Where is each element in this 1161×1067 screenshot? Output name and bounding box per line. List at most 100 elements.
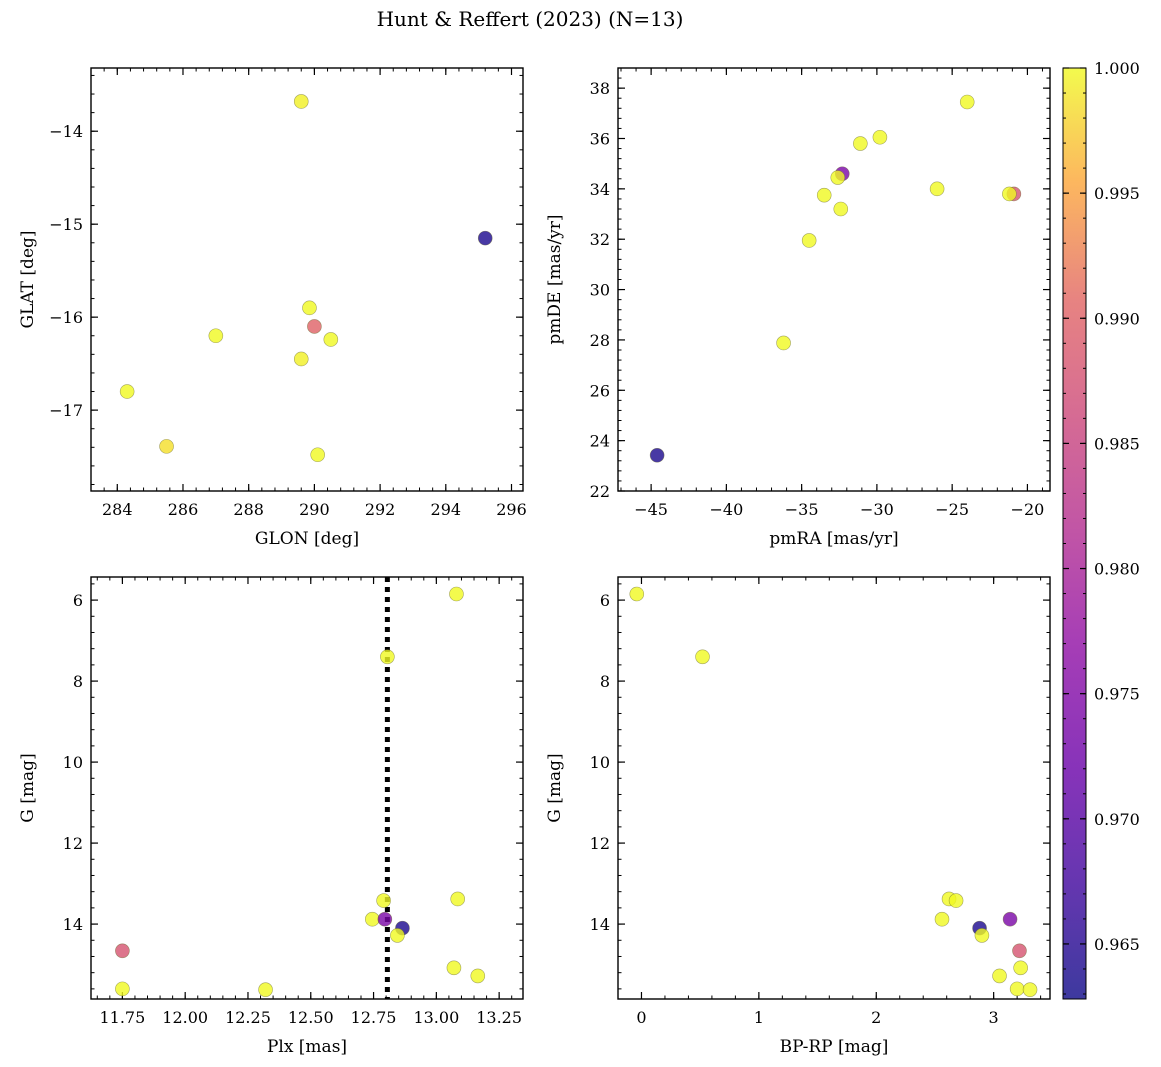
scatter-point bbox=[307, 319, 322, 334]
scatter-point bbox=[801, 233, 817, 248]
scatter-point bbox=[470, 968, 486, 984]
axes-frame bbox=[617, 67, 1051, 492]
scatter-point bbox=[293, 351, 309, 367]
colorbar-tick-label: 0.980 bbox=[1094, 560, 1140, 579]
y-tick-label: 22 bbox=[590, 482, 610, 501]
x-tick-label: 292 bbox=[365, 500, 396, 519]
x-tick-label: 284 bbox=[102, 500, 133, 519]
colorbar-tick-label: 0.970 bbox=[1094, 810, 1140, 829]
scatter-point bbox=[302, 300, 317, 316]
scatter-point bbox=[1009, 981, 1025, 997]
scatter-point bbox=[1012, 943, 1027, 959]
x-tick-label: 296 bbox=[496, 500, 527, 519]
x-tick-label: 286 bbox=[168, 500, 199, 519]
y-axis-label: G [mag] bbox=[18, 753, 38, 822]
x-tick-label: 3 bbox=[989, 1008, 999, 1027]
colorbar: 0.965 0.970 0.975 0.980 0.985 0.990 0.995 1.000 bbox=[1062, 59, 1140, 1000]
x-tick-label: 294 bbox=[431, 500, 462, 519]
colorbar-tick-label: 0.975 bbox=[1094, 685, 1140, 704]
x-tick-label: 0 bbox=[636, 1008, 646, 1027]
scatter-point bbox=[446, 960, 462, 976]
x-tick-label: 290 bbox=[299, 500, 330, 519]
axes-frame bbox=[90, 67, 524, 492]
scatter-point bbox=[159, 439, 174, 454]
colorbar-tick-label: 0.990 bbox=[1094, 309, 1140, 328]
figure-title: Hunt & Reffert (2023) (N=13) bbox=[377, 7, 684, 31]
x-tick-label: 13.25 bbox=[476, 1008, 522, 1027]
panel-pmra-pmde: −45 −40 −35 −30 −25 −20 22 24 26 28 30 32 34 36 38 pmRA… bbox=[545, 67, 1051, 549]
y-tick-label: −17 bbox=[49, 401, 83, 420]
scatter-point bbox=[477, 230, 493, 246]
x-tick-label: −20 bbox=[1011, 500, 1045, 519]
y-tick-label: 6 bbox=[600, 591, 610, 610]
scatter-point bbox=[1002, 911, 1018, 927]
scatter-point bbox=[293, 94, 309, 109]
scatter-point bbox=[629, 586, 645, 602]
scatter-point bbox=[115, 943, 130, 959]
scatter-point bbox=[1013, 960, 1028, 976]
axes-frame bbox=[90, 576, 524, 1000]
x-tick-label: −25 bbox=[935, 500, 969, 519]
y-axis-label: GLAT [deg] bbox=[18, 230, 38, 328]
y-tick-label: 36 bbox=[590, 130, 610, 149]
scatter-point bbox=[323, 332, 339, 347]
colorbar-tick-label: 1.000 bbox=[1094, 59, 1140, 78]
y-tick-label: 32 bbox=[590, 230, 610, 249]
scatter-point bbox=[119, 384, 135, 399]
y-tick-label: 8 bbox=[600, 672, 610, 691]
scatter-point bbox=[258, 982, 273, 997]
scatter-point bbox=[449, 586, 464, 602]
scatter-point bbox=[992, 968, 1007, 984]
scatter-point bbox=[1002, 186, 1017, 202]
y-tick-label: 6 bbox=[73, 591, 83, 610]
x-tick-label: −45 bbox=[634, 500, 668, 519]
panel-plx-g: 11.75 12.00 12.25 12.50 12.75 13.00 13.25 6 8 10 1… bbox=[18, 576, 524, 1057]
axes-frame bbox=[617, 576, 1051, 1000]
y-tick-label: 8 bbox=[73, 672, 83, 691]
scatter-point bbox=[948, 893, 964, 908]
colorbar-gradient bbox=[1062, 67, 1087, 1000]
x-axis-label: BP-RP [mag] bbox=[780, 1037, 889, 1057]
colorbar-tick-label: 0.965 bbox=[1094, 935, 1140, 954]
y-axis-label: pmDE [mas/yr] bbox=[545, 214, 565, 344]
x-tick-label: 12.00 bbox=[162, 1008, 208, 1027]
scatter-point bbox=[974, 928, 990, 943]
y-tick-label: 38 bbox=[590, 79, 610, 98]
scatter-point bbox=[830, 170, 846, 185]
y-tick-label: −16 bbox=[49, 308, 83, 327]
panel-glon-glat: 284 286 288 290 292 294 296 −17 −16 −15 −14 GLON [d… bbox=[18, 67, 527, 549]
scatter-point bbox=[390, 928, 405, 943]
y-tick-label: 14 bbox=[63, 915, 83, 934]
x-axis-label: GLON [deg] bbox=[255, 529, 359, 549]
x-tick-label: 288 bbox=[233, 500, 264, 519]
y-tick-label: 24 bbox=[590, 432, 610, 451]
y-tick-label: 10 bbox=[590, 753, 610, 772]
colorbar-tick-label: 0.995 bbox=[1094, 184, 1140, 203]
y-tick-label: −15 bbox=[49, 215, 83, 234]
scatter-point bbox=[380, 649, 395, 665]
y-tick-label: 14 bbox=[590, 915, 610, 934]
y-tick-label: 34 bbox=[590, 180, 610, 199]
scatter-point bbox=[872, 129, 888, 145]
scatter-point bbox=[833, 201, 849, 217]
x-tick-label: 1 bbox=[754, 1008, 764, 1027]
scatter-point bbox=[959, 94, 975, 110]
scatter-point bbox=[376, 893, 391, 908]
scatter-point bbox=[365, 911, 380, 927]
x-tick-label: 12.75 bbox=[351, 1008, 397, 1027]
y-tick-label: 10 bbox=[63, 753, 83, 772]
scatter-point bbox=[1022, 982, 1038, 997]
y-tick-label: 12 bbox=[590, 834, 610, 853]
colorbar-tick-label: 0.985 bbox=[1094, 434, 1140, 453]
scatter-point bbox=[853, 136, 868, 151]
x-tick-label: 2 bbox=[871, 1008, 881, 1027]
scatter-point bbox=[695, 649, 710, 665]
x-tick-label: 12.25 bbox=[225, 1008, 271, 1027]
x-tick-label: 13.00 bbox=[413, 1008, 459, 1027]
x-tick-label: −35 bbox=[785, 500, 819, 519]
scatter-point bbox=[929, 181, 945, 197]
y-axis-label: G [mag] bbox=[545, 753, 565, 822]
x-tick-label: 12.50 bbox=[288, 1008, 334, 1027]
scatter-point bbox=[310, 447, 325, 463]
